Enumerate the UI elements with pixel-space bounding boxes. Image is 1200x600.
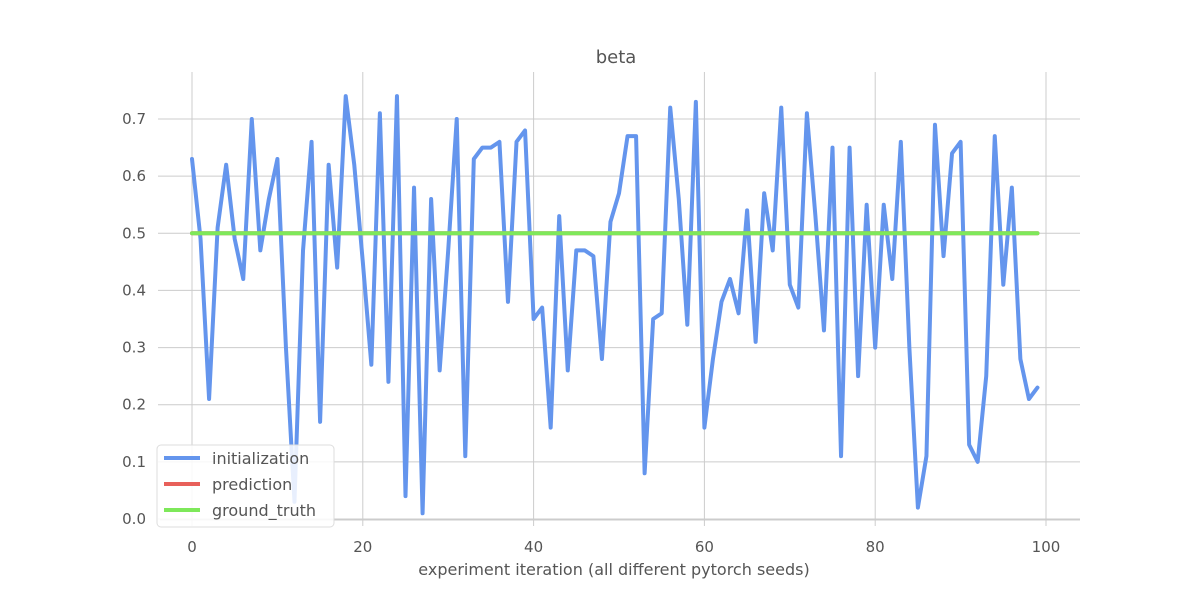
y-tick-label: 0.0 <box>122 510 146 528</box>
x-tick-label: 80 <box>866 538 885 556</box>
chart-title: beta <box>596 47 637 68</box>
legend: initialization prediction ground_truth <box>156 444 335 528</box>
y-tick-label: 0.7 <box>122 110 146 128</box>
legend-label-ground-truth: ground_truth <box>212 501 316 521</box>
x-tick-label: 60 <box>695 538 714 556</box>
y-tick-label: 0.5 <box>122 224 146 242</box>
y-tick-label: 0.6 <box>122 167 146 185</box>
x-tick-label: 20 <box>353 538 372 556</box>
legend-box <box>156 444 335 528</box>
x-tick-label: 40 <box>524 538 543 556</box>
legend-label-prediction: prediction <box>212 475 292 494</box>
legend-label-initialization: initialization <box>212 449 309 468</box>
series-layer <box>190 94 1040 516</box>
x-tick-labels: 0 20 40 60 80 100 <box>187 538 1060 556</box>
y-tick-label: 0.1 <box>122 453 146 471</box>
x-axis-label: experiment iteration (all different pyto… <box>418 560 809 579</box>
y-tick-label: 0.3 <box>122 339 146 357</box>
series-line-initialization <box>190 94 1040 516</box>
x-tick-label: 100 <box>1032 538 1061 556</box>
y-tick-labels: 0.0 0.1 0.2 0.3 0.4 0.5 0.6 0.7 <box>122 110 146 528</box>
y-tick-label: 0.2 <box>122 396 146 414</box>
y-tick-label: 0.4 <box>122 281 146 299</box>
x-tick-label: 0 <box>187 538 197 556</box>
